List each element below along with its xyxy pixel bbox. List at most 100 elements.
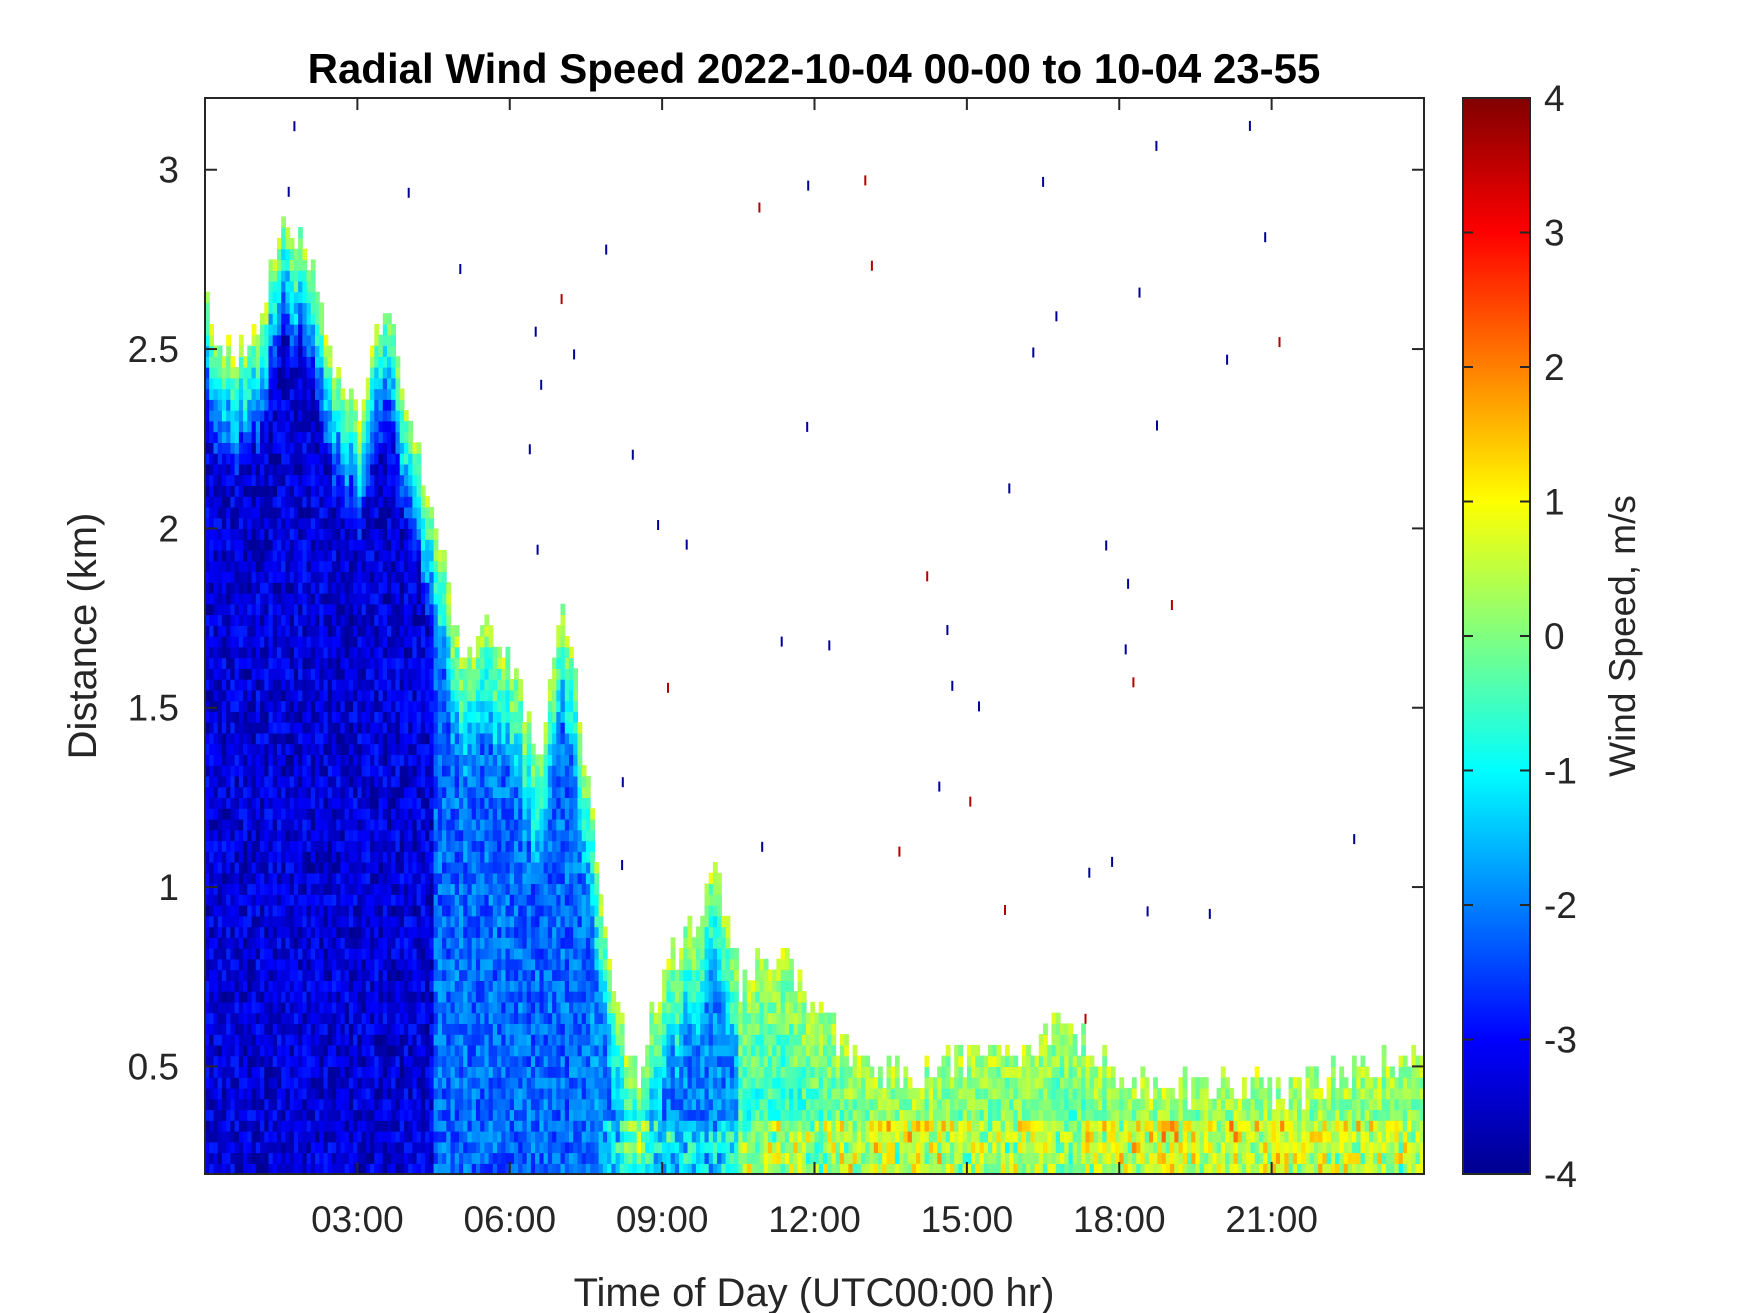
heatmap-cell	[437, 722, 443, 734]
heatmap-cell	[450, 1077, 456, 1089]
heatmap-cell	[247, 549, 253, 562]
heatmap-cell	[492, 1044, 498, 1057]
heatmap-cell	[289, 571, 295, 583]
heatmap-cell	[315, 420, 320, 433]
heatmap-cell	[285, 700, 291, 712]
heatmap-cell	[429, 711, 435, 723]
heatmap-cell	[450, 700, 456, 712]
heatmap-cell	[281, 1152, 286, 1164]
heatmap-cell	[399, 689, 405, 702]
heatmap-cell	[238, 646, 244, 659]
heatmap-cell	[247, 636, 253, 648]
heatmap-cell	[247, 517, 253, 529]
heatmap-cell	[353, 743, 358, 755]
heatmap-cell	[268, 689, 274, 702]
heatmap-cell	[433, 786, 439, 798]
heatmap-cell	[416, 711, 422, 723]
heatmap-cell	[475, 808, 481, 820]
heatmap-cell	[332, 614, 337, 626]
heatmap-cell	[450, 625, 456, 637]
heatmap-cell	[471, 851, 477, 863]
heatmap-cell	[382, 969, 388, 981]
heatmap-cell	[268, 1131, 274, 1143]
heatmap-cell	[302, 560, 308, 573]
heatmap-cell	[260, 700, 265, 712]
heatmap-cell	[416, 496, 422, 508]
heatmap-cell	[247, 625, 253, 637]
heatmap-cell	[213, 1012, 219, 1024]
heatmap-cell	[395, 991, 401, 1003]
heatmap-cell	[319, 1055, 325, 1067]
heatmap-cell	[285, 345, 291, 357]
heatmap-cell	[370, 732, 375, 745]
heatmap-cell	[437, 1023, 443, 1035]
heatmap-cell	[391, 883, 396, 895]
heatmap-cell	[425, 743, 430, 755]
heatmap-cell	[395, 377, 401, 390]
heatmap-cell	[412, 1109, 418, 1121]
heatmap-cell	[315, 625, 320, 637]
heatmap-cell	[281, 797, 286, 809]
heatmap-cell	[336, 786, 341, 798]
heatmap-cell	[480, 937, 485, 949]
heatmap-cell	[230, 991, 236, 1003]
heatmap-cell	[226, 765, 231, 777]
heatmap-cell	[467, 1109, 473, 1121]
heatmap-cell	[454, 894, 460, 906]
heatmap-cell	[454, 1109, 460, 1121]
heatmap-cell	[348, 496, 354, 508]
heatmap-cell	[281, 732, 286, 745]
heatmap-cell	[336, 700, 341, 712]
heatmap-cell	[395, 485, 401, 497]
heatmap-cell	[446, 1044, 452, 1057]
heatmap-cell	[395, 829, 401, 842]
heatmap-cell	[268, 485, 274, 497]
heatmap-cell	[391, 636, 396, 648]
heatmap-cell	[484, 754, 490, 766]
heatmap-cell	[391, 679, 396, 691]
heatmap-cell	[306, 367, 312, 379]
heatmap-cell	[365, 560, 371, 573]
heatmap-cell	[471, 679, 477, 691]
heatmap-cell	[315, 388, 320, 400]
heatmap-cell	[467, 969, 473, 981]
heatmap-cell	[378, 1023, 384, 1035]
heatmap-cell	[370, 582, 375, 594]
heatmap-cell	[217, 797, 223, 809]
heatmap-cell	[243, 862, 248, 874]
heatmap-cell	[268, 711, 274, 723]
heatmap-cell	[209, 840, 214, 852]
heatmap-cell	[238, 388, 244, 400]
heatmap-cell	[217, 1055, 223, 1067]
heatmap-cell	[251, 614, 257, 626]
heatmap-cell	[433, 1087, 439, 1100]
heatmap-cell	[281, 700, 286, 712]
heatmap-cell	[471, 840, 477, 852]
heatmap-cell	[277, 679, 282, 691]
heatmap-cell	[446, 1034, 452, 1046]
heatmap-cell	[370, 668, 375, 680]
heatmap-cell	[446, 1109, 452, 1121]
heatmap-cell	[327, 679, 333, 691]
heatmap-cell	[221, 840, 227, 852]
heatmap-cell	[391, 506, 396, 519]
heatmap-cell	[260, 345, 265, 357]
heatmap-cell	[310, 280, 316, 293]
heatmap-cell	[268, 539, 274, 551]
heatmap-cell	[336, 571, 341, 583]
heatmap-cell	[289, 1066, 295, 1078]
heatmap-cell	[399, 969, 405, 981]
heatmap-cell	[399, 894, 405, 906]
heatmap-cell	[238, 668, 244, 680]
heatmap-cell	[344, 851, 350, 863]
heatmap-cell	[340, 765, 346, 777]
heatmap-cell	[281, 593, 286, 605]
heatmap-cell	[323, 851, 329, 863]
heatmap-cell	[425, 1023, 430, 1035]
heatmap-cell	[340, 851, 346, 863]
heatmap-cell	[251, 991, 257, 1003]
heatmap-cell	[420, 496, 426, 508]
heatmap-cell	[230, 1044, 236, 1057]
heatmap-cell	[374, 399, 380, 411]
heatmap-cell	[433, 905, 439, 917]
